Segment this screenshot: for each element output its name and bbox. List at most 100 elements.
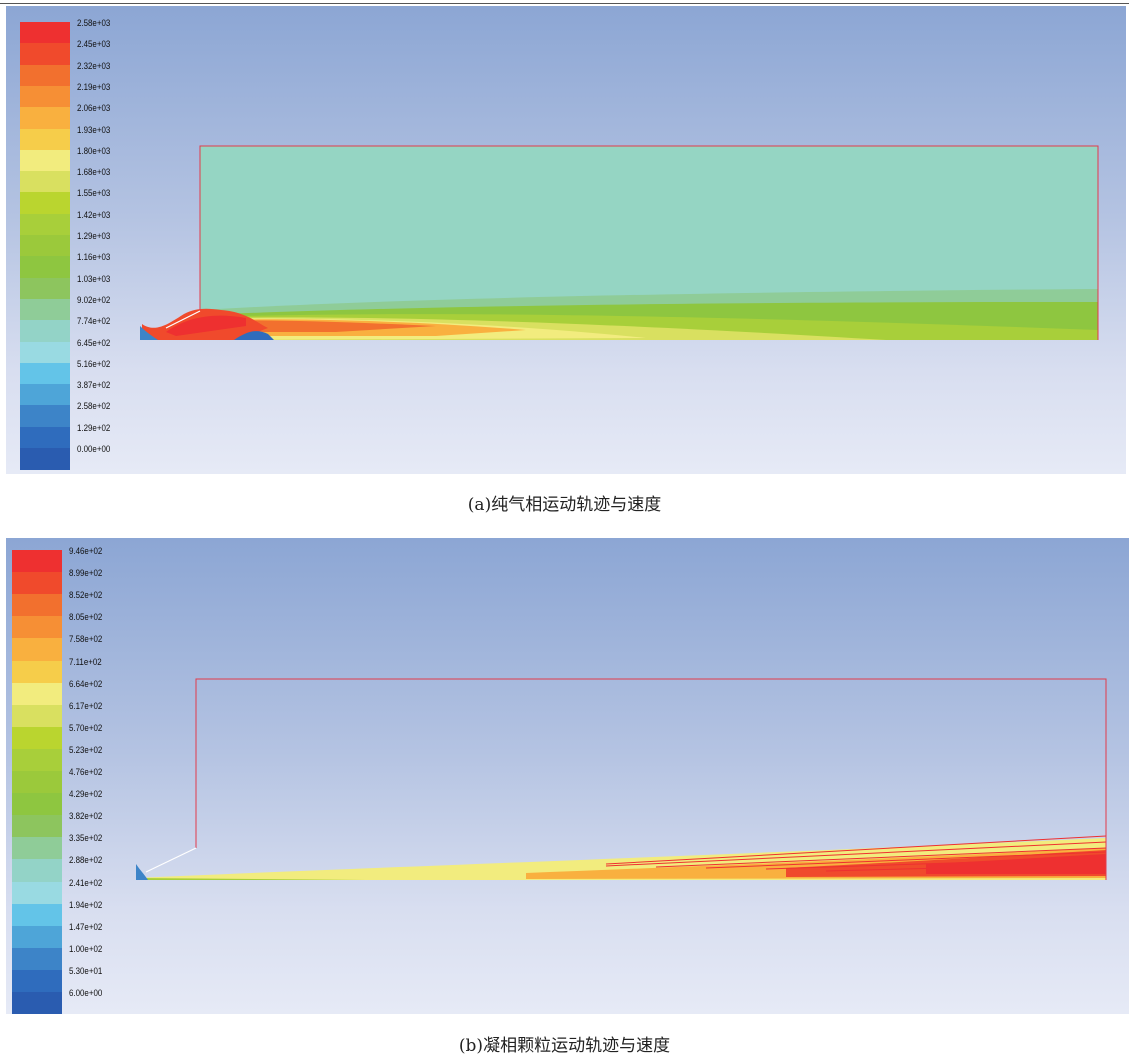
legend-label: 6.64e+02 [69, 678, 103, 689]
legend-label: 4.76e+02 [69, 767, 103, 777]
particle-velocity-field [136, 678, 1107, 880]
legend-label: 2.32e+03 [77, 60, 111, 71]
legend-swatch [12, 550, 62, 573]
legend-label: 6.00e+00 [69, 988, 103, 998]
legend-swatch [20, 256, 70, 279]
nozzle-hot-region [166, 315, 246, 336]
top-rule [0, 3, 1129, 4]
legend-label: 8.05e+02 [69, 612, 103, 623]
legend-swatch [20, 448, 70, 470]
inlet-region [136, 864, 148, 880]
legend-swatch [20, 85, 70, 108]
legend-label: 1.42e+03 [77, 209, 111, 220]
legend-label: 1.94e+02 [69, 899, 103, 910]
legend-label: 2.58e+02 [77, 401, 111, 412]
particle-phase-contour-panel: 9.46e+02 8.99e+02 8.52e+02 8.05e+02 7.58e+02… [6, 538, 1129, 1014]
legend-swatch [20, 277, 70, 300]
legend-swatch [12, 793, 62, 816]
legend-label: 7.11e+02 [69, 656, 102, 667]
legend-label: 0.00e+00 [77, 444, 111, 454]
legend-swatch [12, 594, 62, 617]
legend-swatch [12, 726, 62, 750]
legend-swatch [12, 748, 62, 772]
caption-b: (b)凝相颗粒运动轨迹与速度 [458, 1036, 671, 1056]
viewport-background [6, 538, 1129, 1014]
legend-label: 5.70e+02 [69, 722, 103, 733]
particle-trajectories [605, 835, 1107, 872]
legend-swatch [20, 22, 70, 44]
legend-label: 8.52e+02 [69, 590, 103, 601]
gas-phase-contour-panel: 2.58e+03 2.45e+03 2.32e+03 2.19e+03 2.06e+03… [6, 6, 1126, 474]
legend-label: 2.06e+03 [77, 103, 111, 114]
legend-swatch [12, 704, 62, 728]
particle-jet-green [136, 878, 366, 880]
legend-swatch [12, 903, 62, 927]
legend-label: 6.17e+02 [69, 700, 103, 711]
legend-swatch [20, 405, 70, 428]
legend-label: 5.23e+02 [69, 744, 103, 755]
legend-swatch [12, 925, 62, 949]
legend-label: 2.41e+02 [69, 877, 103, 888]
legend-swatch [12, 992, 62, 1014]
legend-label: 3.87e+02 [77, 380, 111, 391]
nozzle-wall [165, 310, 201, 329]
legend-label: 1.93e+03 [77, 124, 111, 135]
legend-label: 1.29e+02 [77, 422, 111, 433]
nozzle-wall [145, 847, 197, 873]
legend-label: 7.58e+02 [69, 634, 103, 645]
legend-swatch [12, 616, 62, 639]
legend-swatch [20, 426, 70, 449]
gas-velocity-field [140, 145, 1099, 340]
legend-swatch [20, 362, 70, 385]
legend-swatch [12, 837, 62, 860]
legend-label: 1.80e+03 [77, 145, 111, 156]
inlet-region [140, 326, 158, 340]
legend-swatch [12, 969, 62, 993]
legend-label: 9.46e+02 [69, 546, 103, 556]
legend-label: 5.30e+01 [69, 965, 103, 976]
legend-swatch [12, 815, 62, 838]
legend-label: 1.16e+03 [77, 252, 111, 263]
legend-swatch [20, 384, 70, 406]
legend-swatch [12, 682, 62, 706]
legend-label: 8.99e+02 [69, 568, 103, 579]
legend-label: 2.19e+03 [77, 81, 111, 92]
legend-label: 3.35e+02 [69, 833, 103, 844]
legend-swatch [12, 859, 62, 882]
shock-low-velocity-region [234, 331, 274, 340]
legend-label: 1.03e+03 [77, 273, 111, 284]
legend-swatch [12, 881, 62, 905]
legend-swatch [20, 298, 70, 321]
legend-swatch [12, 947, 62, 971]
legend-swatch [12, 771, 62, 794]
legend-label: 7.74e+02 [77, 316, 111, 327]
legend-swatch [20, 107, 70, 129]
legend-swatch [20, 149, 70, 172]
legend-swatch [20, 171, 70, 193]
legend-swatch [20, 213, 70, 236]
legend-swatch [20, 64, 70, 87]
legend-swatch [20, 320, 70, 342]
legend-swatch [12, 660, 62, 684]
legend-label: 1.47e+02 [69, 921, 103, 932]
legend-label: 1.55e+03 [77, 188, 111, 199]
domain-boundary [199, 145, 1099, 340]
legend-label: 4.29e+02 [69, 789, 103, 800]
legend-label: 2.45e+03 [77, 39, 111, 50]
legend-label: 6.45e+02 [77, 337, 111, 348]
legend-swatch [12, 638, 62, 661]
legend-swatch [20, 192, 70, 215]
legend-swatch [20, 235, 70, 257]
legend-label: 2.88e+02 [69, 855, 103, 866]
legend-label: 9.02e+02 [77, 294, 111, 305]
legend-label: 2.58e+03 [77, 18, 111, 28]
domain-boundary [195, 678, 1107, 880]
legend-label: 5.16e+02 [77, 358, 111, 369]
caption-a: (a)纯气相运动轨迹与速度 [467, 495, 662, 515]
legend-label: 3.82e+02 [69, 811, 103, 822]
legend-label: 1.00e+02 [69, 943, 103, 954]
legend-label: 1.29e+03 [77, 231, 111, 241]
legend-label: 1.68e+03 [77, 167, 111, 178]
legend-swatch [20, 43, 70, 66]
legend-swatch [12, 572, 62, 595]
